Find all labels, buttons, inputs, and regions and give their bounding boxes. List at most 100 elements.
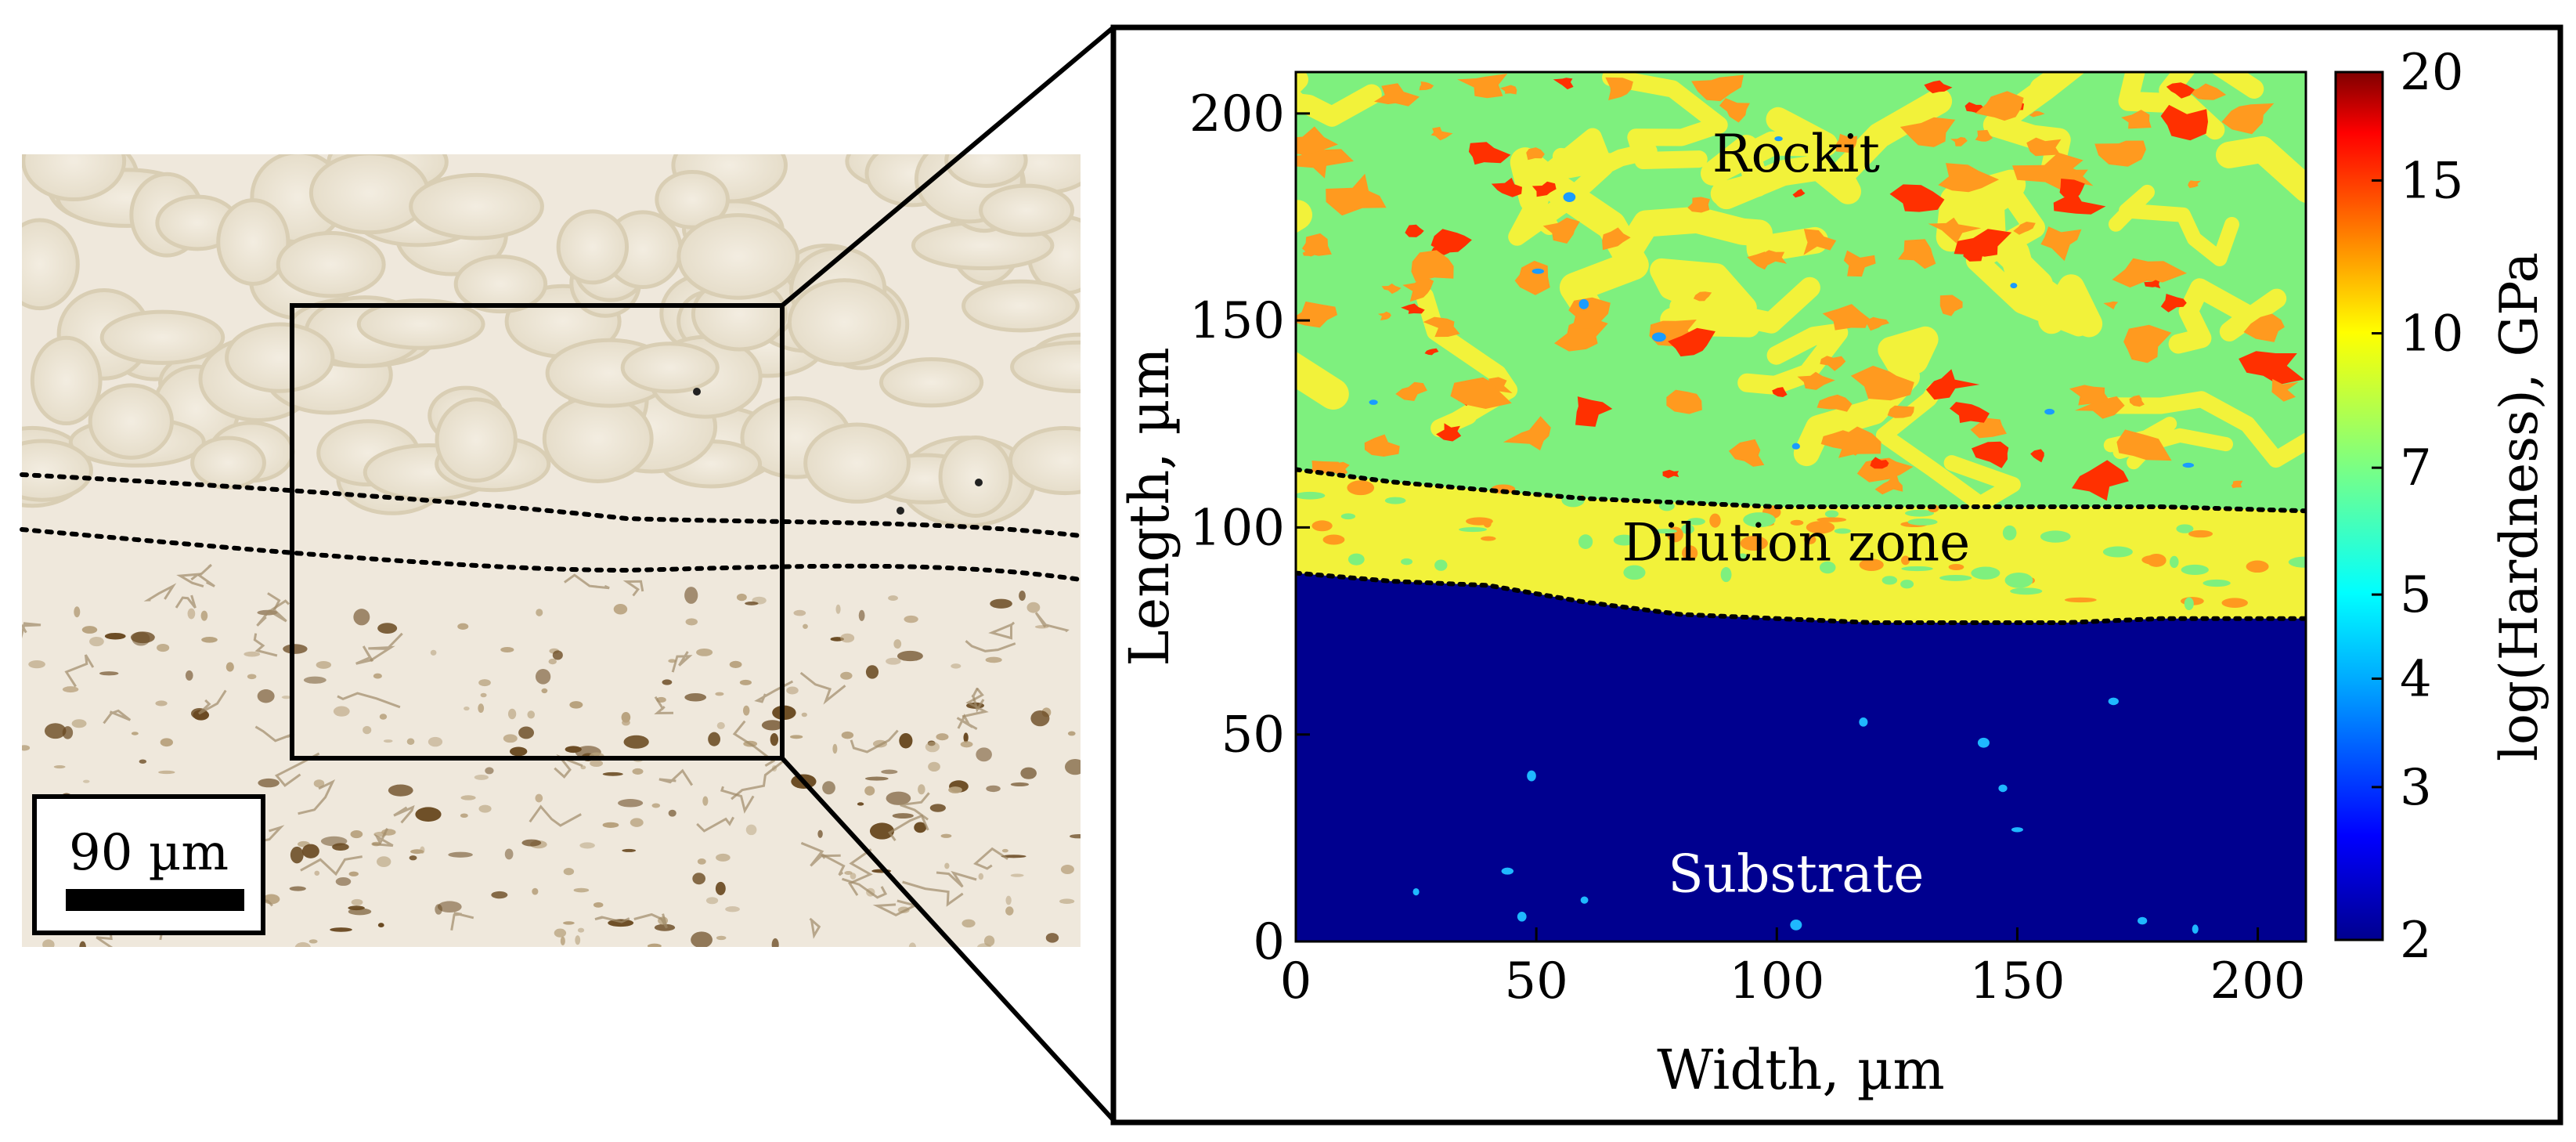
hard-phase-blob [2160, 104, 2208, 141]
micrograph-pit [864, 776, 889, 781]
micrograph-pit [976, 747, 992, 762]
micrograph-pit [897, 650, 923, 662]
hard-phase-blob [1662, 469, 1679, 479]
micrograph-pit [42, 939, 55, 947]
hard-phase-blob [1691, 74, 1744, 102]
region-label-substrate: Substrate [1668, 844, 1924, 905]
substrate-specks [1412, 697, 2199, 934]
hard-phase-blob [1975, 91, 2024, 121]
dilution-fleck [2010, 587, 2043, 595]
micrograph-pit [899, 732, 913, 749]
micrograph-pit [74, 606, 81, 618]
dilution-fleck [2188, 529, 2213, 538]
dilution-fleck [1311, 520, 1333, 532]
micrograph-pit [460, 813, 468, 819]
micrograph-scratch [720, 786, 755, 814]
hard-phase-blob [1728, 439, 1765, 467]
micrograph-pit [914, 822, 927, 833]
dilution-fleck [2288, 556, 2306, 568]
hard-phase-blob [1553, 78, 1574, 90]
hard-phase-blob [1575, 396, 1613, 427]
hard-phase-blob [1843, 250, 1876, 277]
micrograph-pit [983, 935, 995, 947]
substrate-speck [2192, 924, 2199, 934]
micrograph-pit [925, 742, 940, 753]
micrograph-pit [155, 700, 168, 707]
micrograph-pit [602, 772, 623, 776]
hard-phase-blob [2160, 294, 2187, 313]
hard-phase-blob [1889, 184, 1945, 212]
dilution-fleck [1824, 510, 1839, 518]
colorbar-tick-label: 3 [2400, 759, 2432, 817]
dilution-fleck [1971, 566, 2001, 580]
dilution-fleck [1905, 509, 1935, 517]
micrograph-pit [668, 809, 676, 817]
micrograph-scratch [936, 870, 977, 888]
micrograph-pit [314, 870, 320, 876]
micrograph-pit [388, 784, 413, 797]
micrograph-grain [88, 383, 174, 460]
micrograph-pit [904, 615, 918, 623]
hard-phase-blob [1772, 387, 1788, 397]
micrograph-pit [573, 887, 590, 893]
micrograph-grain [979, 183, 1075, 237]
hard-phase-blob [1950, 136, 1968, 146]
grain-boundary-phase [2168, 278, 2287, 354]
micrograph-pit [761, 720, 784, 731]
micrograph-pit [89, 636, 104, 647]
micrograph-pit [613, 603, 628, 615]
hard-phase-blob [1436, 423, 1462, 442]
micrograph-scratch [372, 827, 394, 847]
zoom-region-box [290, 303, 785, 761]
micrograph-pit [593, 902, 604, 908]
micrograph-scratch [256, 599, 290, 627]
micrograph-pit [333, 706, 350, 717]
micrograph-pit [865, 665, 879, 679]
dilution-fleck [2221, 598, 2248, 609]
micrograph-pit [888, 595, 898, 602]
micrograph-pit [1060, 865, 1074, 875]
hard-phase-blob [2188, 180, 2202, 189]
micrograph-grain [944, 154, 1028, 188]
hard-phase-blob [1820, 430, 1860, 450]
hard-phase-blob [1602, 227, 1631, 251]
hard-phase-blob [1419, 81, 1434, 91]
dilution-fleck [1737, 553, 1748, 560]
micrograph-pit [960, 741, 973, 748]
micrograph-dust [975, 479, 983, 486]
micrograph-pit [504, 848, 514, 860]
micrograph-grain [99, 309, 225, 365]
hard-phase-blob [2127, 435, 2141, 445]
micrograph-pit [201, 637, 218, 643]
micrograph-pit [187, 608, 196, 620]
micrograph-scratch [253, 633, 278, 657]
hard-phase-blob [1850, 365, 1914, 401]
micrograph-pit [697, 858, 706, 865]
soft-phase-speck [1774, 136, 1783, 142]
micrograph-pit [409, 855, 417, 861]
micrograph-pit [864, 786, 875, 796]
micrograph-scratch [298, 779, 336, 815]
colorbar-ticks: 2 3 4 5 7 10 15 20 [2372, 44, 2463, 970]
hard-phase-blob [1431, 126, 1453, 141]
hard-phase-blob [1972, 441, 2009, 468]
micrograph-grain [409, 172, 544, 240]
micrograph-pit [521, 839, 542, 847]
soft-phase-speck [2010, 283, 2018, 289]
dilution-fleck [1481, 536, 1496, 541]
region-label-rockit: Rockit [1712, 124, 1880, 184]
micrograph-texture [22, 154, 1081, 947]
micrograph-pit [131, 732, 139, 735]
micrograph-pit [485, 767, 494, 775]
micrograph-scratch [799, 671, 846, 705]
hard-phase-blob [2074, 396, 2125, 419]
micrograph-pit [379, 714, 388, 720]
micrograph-pit [840, 671, 853, 680]
micrograph-pit [940, 833, 952, 838]
micrograph-grain [453, 255, 548, 314]
hard-phase-blob [1939, 295, 1963, 316]
micrograph-pit [963, 732, 969, 743]
substrate-speck [1527, 770, 1536, 782]
micrograph-scratch [143, 583, 177, 602]
micrograph-pit [1020, 767, 1037, 779]
